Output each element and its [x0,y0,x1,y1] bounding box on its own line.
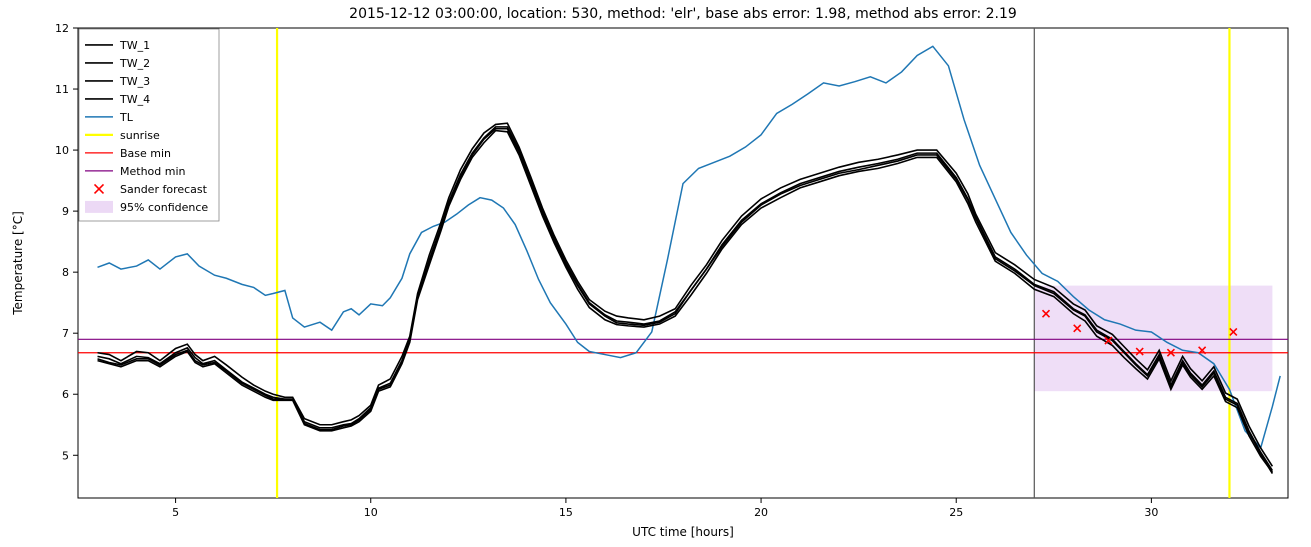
legend-label: Sander forecast [120,183,208,196]
y-tick-label: 6 [62,388,69,401]
legend-label: sunrise [120,129,160,142]
chart-container: { "title": "2015-12-12 03:00:00, locatio… [0,0,1311,547]
x-tick-label: 10 [364,506,378,519]
x-tick-label: 15 [559,506,573,519]
legend-label: Base min [120,147,171,160]
x-tick-label: 5 [172,506,179,519]
x-tick-label: 25 [949,506,963,519]
y-tick-label: 10 [55,144,69,157]
chart-title: 2015-12-12 03:00:00, location: 530, meth… [349,6,1017,22]
y-tick-label: 9 [62,205,69,218]
legend-label: TL [119,111,134,124]
x-tick-label: 20 [754,506,768,519]
legend-label: TW_1 [119,39,150,52]
y-tick-label: 7 [62,327,69,340]
y-tick-label: 8 [62,266,69,279]
legend-label: 95% confidence [120,201,208,214]
legend-label: TW_4 [119,93,150,106]
legend-label: TW_2 [119,57,150,70]
legend-label: Method min [120,165,186,178]
legend: TW_1 TW_2 TW_3 TW_4 TL sunrise Base min Method … [79,29,219,221]
legend-label: TW_3 [119,75,150,88]
y-tick-label: 11 [55,83,69,96]
x-tick-label: 30 [1144,506,1158,519]
y-tick-label: 5 [62,449,69,462]
y-axis-label: Temperature [°C] [11,211,25,316]
forecast-chart: 2015-12-12 03:00:00, location: 530, meth… [0,0,1311,547]
x-axis-label: UTC time [hours] [632,525,734,539]
y-tick-label: 12 [55,22,69,35]
